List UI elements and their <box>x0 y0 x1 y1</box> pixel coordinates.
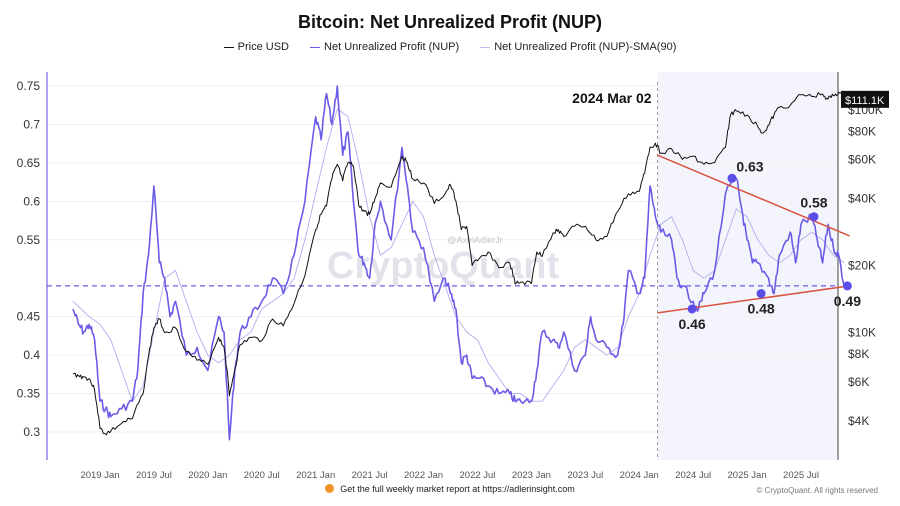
legend-item-nup[interactable]: Net Unrealized Profit (NUP) <box>310 41 459 53</box>
x-axis-tick-label: 2021 Jan <box>296 470 335 481</box>
annotation-label: 0.58 <box>800 195 827 211</box>
right-axis-tick-label: $80K <box>848 125 876 139</box>
x-axis-tick-label: 2020 Jan <box>188 470 227 481</box>
x-axis-tick-label: 2023 Jul <box>567 470 603 481</box>
annotation-point[interactable] <box>727 173 737 183</box>
right-axis-tick-label: $8K <box>848 347 869 361</box>
right-axis-tick-label: $6K <box>848 375 869 389</box>
left-axis-tick-label: 0.55 <box>17 233 41 247</box>
legend-item-nup-sma[interactable]: Net Unrealized Profit (NUP)-SMA(90) <box>480 41 676 53</box>
copyright-text: © CryptoQuant. All rights reserved <box>756 486 879 495</box>
x-axis-tick-label: 2022 Jul <box>460 470 496 481</box>
right-axis-tick-label: $40K <box>848 192 876 206</box>
x-axis-tick-label: 2022 Jan <box>404 470 443 481</box>
footer-report-text: Get the full weekly market report at htt… <box>340 484 575 494</box>
left-axis-tick-label: 0.45 <box>17 310 41 324</box>
right-axis-tick-label: $60K <box>848 152 876 166</box>
legend-label-price: Price USD <box>237 41 289 53</box>
annotation-label: 0.48 <box>747 301 774 317</box>
event-marker-label: 2024 Mar 02 <box>572 90 652 106</box>
legend-swatch-nup-sma <box>480 46 491 48</box>
right-axis-tick-label: $20K <box>848 259 876 273</box>
trendline-upper-resistance <box>657 154 850 237</box>
annotation-point[interactable] <box>687 304 697 314</box>
highlight-region <box>657 72 838 460</box>
legend-swatch-nup <box>310 46 321 48</box>
x-axis-tick-label: 2020 Jul <box>244 470 280 481</box>
x-axis-tick-label: 2024 Jul <box>675 470 711 481</box>
current-price-badge <box>841 90 889 108</box>
left-axis-tick-label: 0.65 <box>17 156 41 170</box>
right-axis-tick-label: $4K <box>848 414 869 428</box>
left-axis-tick-label: 0.3 <box>23 425 40 439</box>
x-axis-tick-label: 2021 Jul <box>352 470 388 481</box>
legend-label-nup: Net Unrealized Profit (NUP) <box>324 41 460 53</box>
annotation-point[interactable] <box>756 289 766 299</box>
x-axis-tick-label: 2019 Jan <box>80 470 119 481</box>
left-axis-tick-label: 0.75 <box>17 79 41 93</box>
series-line-price <box>72 91 845 436</box>
report-dot-icon <box>325 484 335 493</box>
x-axis-tick-label: 2023 Jan <box>512 470 551 481</box>
left-axis-tick-label: 0.35 <box>17 387 41 401</box>
legend-item-price[interactable]: Price USD <box>223 41 289 53</box>
x-axis-tick-label: 2019 Jul <box>136 470 172 481</box>
x-axis-tick-label: 2025 Jul <box>783 470 819 481</box>
left-axis-tick-label: 0.4 <box>23 348 40 362</box>
annotation-label: 0.46 <box>678 316 705 332</box>
annotation-label: 0.63 <box>736 158 763 174</box>
legend-label-nup-sma: Net Unrealized Profit (NUP)-SMA(90) <box>494 41 677 53</box>
watermark-handle: @AxelAdlerJr <box>447 235 502 245</box>
legend-swatch-price <box>223 46 234 48</box>
x-axis-tick-label: 2025 Jan <box>728 470 767 481</box>
left-axis-tick-label: 0.6 <box>23 194 40 208</box>
chart-legend: Price USD Net Unrealized Profit (NUP) Ne… <box>0 41 900 53</box>
current-price-label: $111.1K <box>845 95 885 107</box>
x-axis-tick-label: 2024 Jan <box>620 470 659 481</box>
footer-report-link[interactable]: Get the full weekly market report at htt… <box>0 484 900 494</box>
chart-title: Bitcoin: Net Unrealized Profit (NUP) <box>297 12 602 32</box>
right-axis-tick-label: $10K <box>848 325 876 339</box>
series-line-nup-sma90 <box>72 108 845 403</box>
annotation-point[interactable] <box>842 281 852 291</box>
annotation-point[interactable] <box>809 212 819 222</box>
annotation-label: 0.49 <box>834 293 861 309</box>
left-axis-tick-label: 0.7 <box>23 117 40 131</box>
series-line-nup <box>72 85 845 441</box>
